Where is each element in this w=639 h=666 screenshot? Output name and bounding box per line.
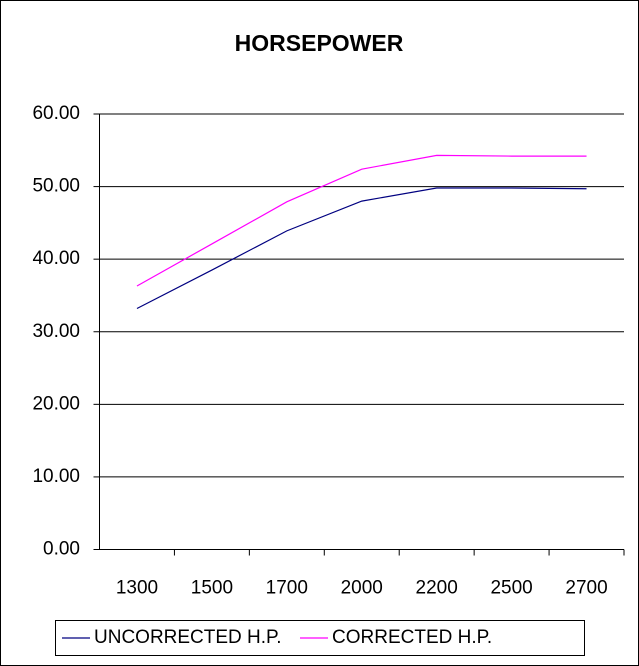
x-tick-label: 2500 — [490, 578, 532, 599]
y-tick-label: 0.00 — [43, 539, 80, 560]
y-tick-label: 30.00 — [32, 321, 80, 342]
y-tick-label: 10.00 — [32, 466, 80, 487]
series-line — [136, 187, 587, 310]
y-tick-label: 20.00 — [32, 393, 80, 414]
y-tick-label: 40.00 — [32, 248, 80, 269]
x-tick-label: 2200 — [416, 578, 458, 599]
x-tick-label: 1300 — [116, 578, 158, 599]
legend-label: CORRECTED H.P. — [332, 627, 492, 648]
series-line — [136, 154, 587, 287]
legend-label: UNCORRECTED H.P. — [94, 627, 282, 648]
x-tick-label: 1700 — [266, 578, 308, 599]
y-tick-label: 50.00 — [32, 176, 80, 197]
y-tick-label: 60.00 — [32, 103, 80, 124]
x-tick-label: 2000 — [341, 578, 383, 599]
x-tick-label: 1500 — [191, 578, 233, 599]
chart-title: HORSEPOWER — [235, 30, 404, 56]
x-tick-label: 2700 — [565, 578, 607, 599]
